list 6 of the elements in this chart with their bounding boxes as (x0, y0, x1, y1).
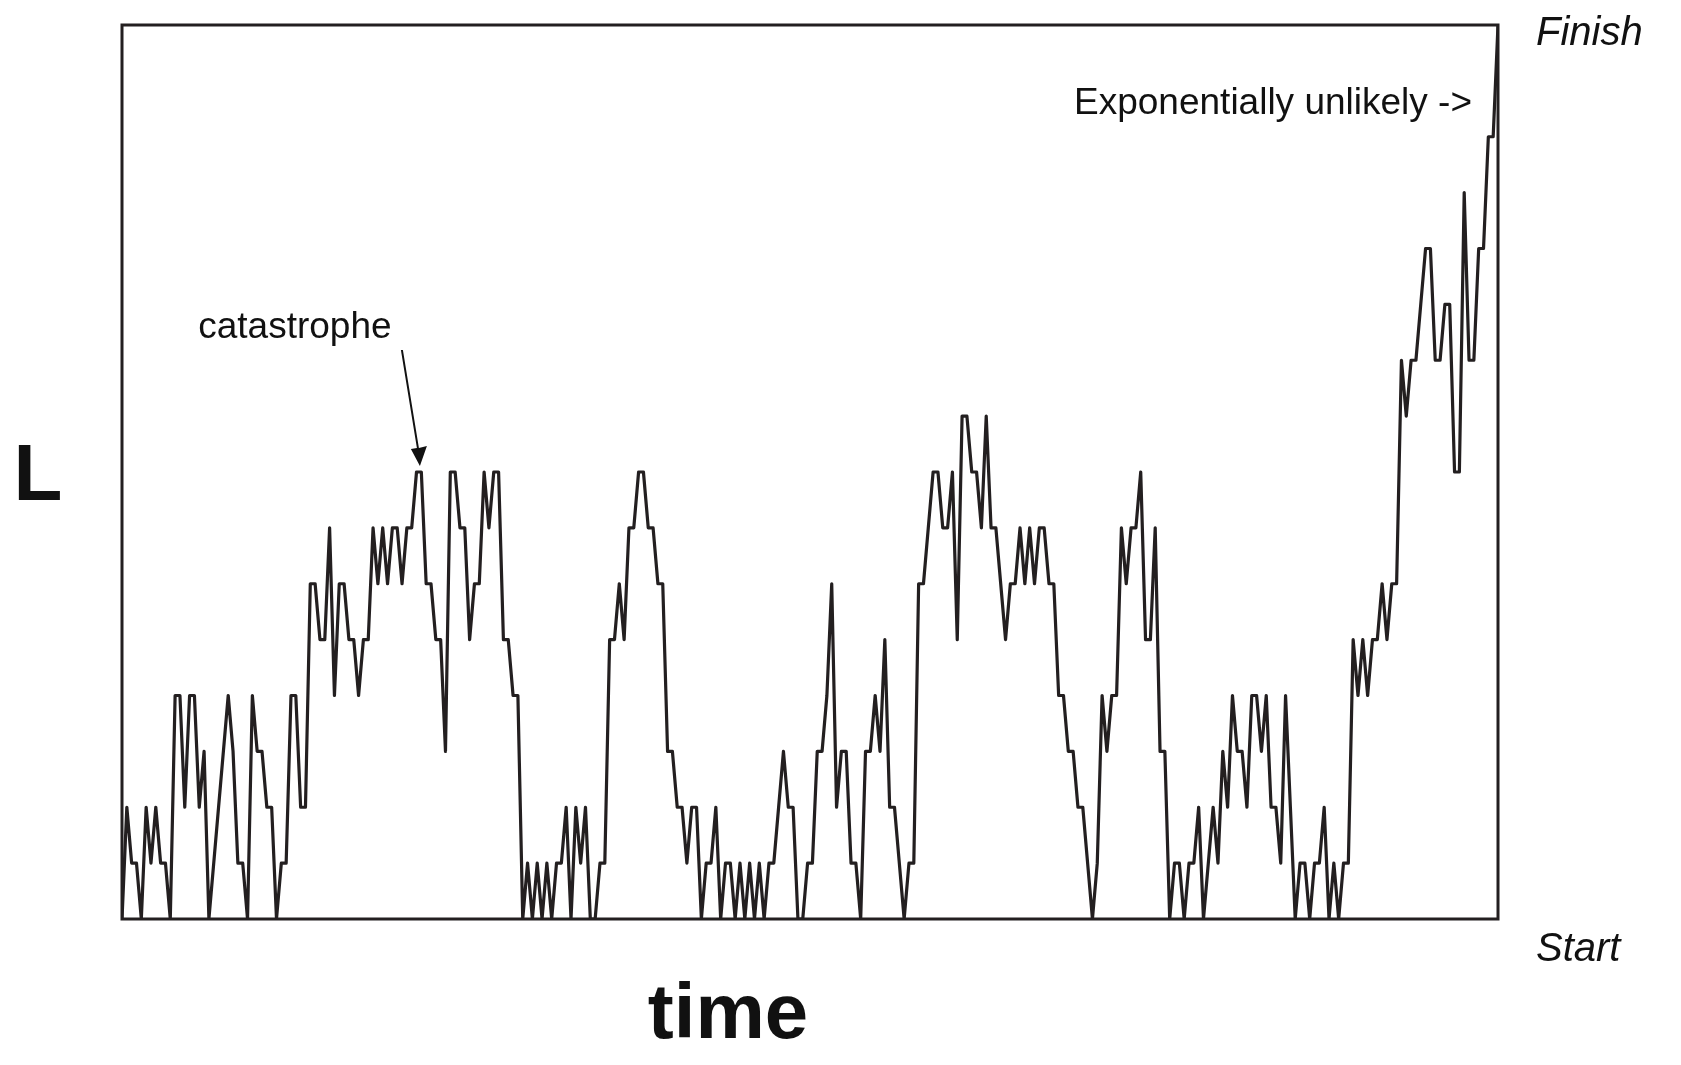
y-axis-title: L (13, 428, 63, 517)
text: Finish (1536, 9, 1643, 53)
annotation: Exponentially unlikely -> (1074, 81, 1472, 122)
text: Start (1536, 925, 1623, 969)
annotation: catastrophe (198, 305, 392, 346)
x-axis-title: time (647, 967, 809, 1055)
